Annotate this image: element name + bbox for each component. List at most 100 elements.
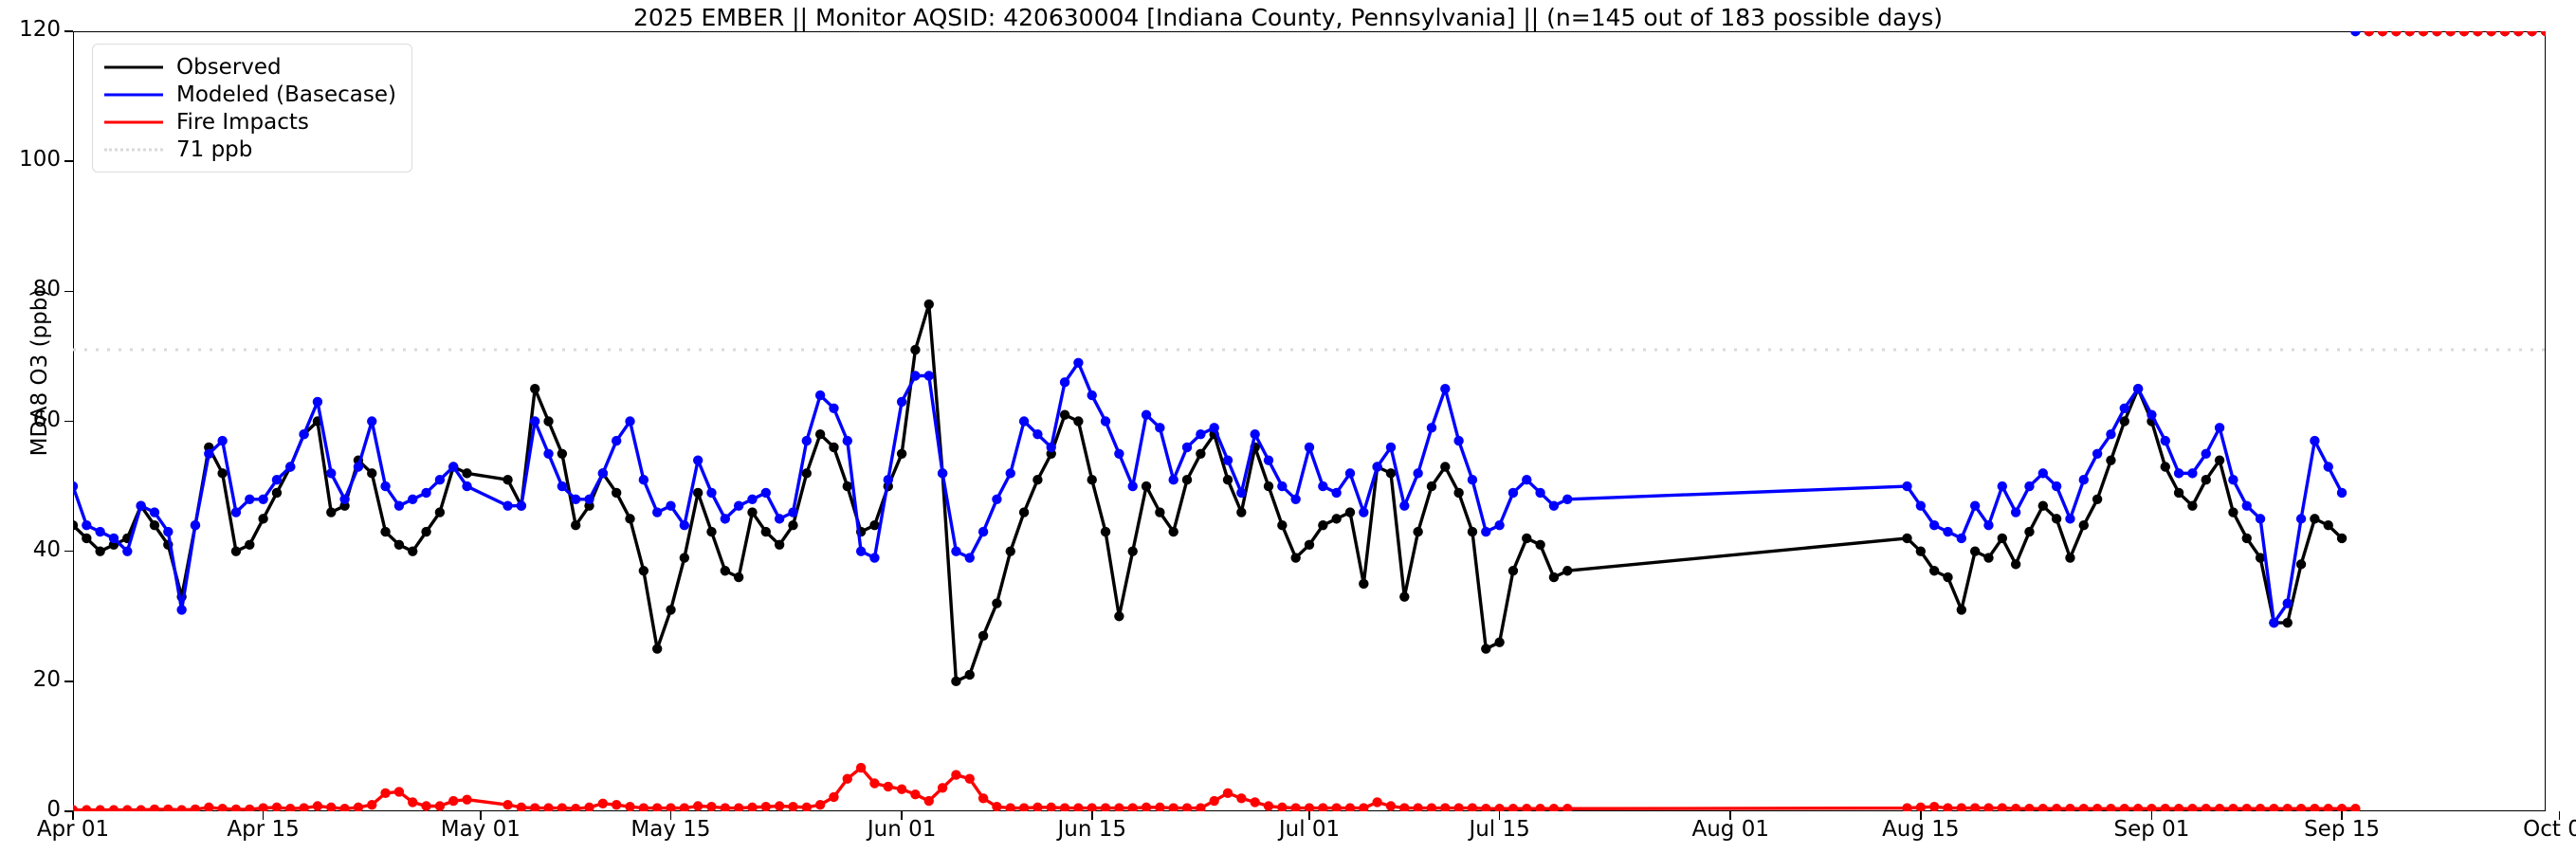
x-axis-tick-label: Apr 01	[36, 817, 110, 842]
data-point	[82, 805, 92, 811]
data-point	[1318, 803, 1328, 811]
data-point	[923, 371, 934, 381]
data-point	[666, 605, 676, 615]
data-point	[883, 781, 893, 792]
data-point	[1032, 802, 1043, 811]
data-point	[2445, 31, 2456, 37]
data-point	[1548, 804, 1560, 811]
data-point	[1548, 572, 1560, 583]
data-point	[2078, 475, 2089, 485]
data-point	[1915, 802, 1927, 811]
data-point	[666, 803, 676, 811]
x-axis-tick-label: Sep 01	[2113, 817, 2190, 842]
data-point	[964, 669, 975, 681]
data-point	[1344, 803, 1356, 811]
data-point	[1562, 804, 1573, 811]
data-point	[393, 787, 405, 797]
data-point	[230, 804, 242, 811]
x-axis-tick-label: Aug 15	[1882, 817, 1960, 842]
data-point	[1494, 804, 1505, 811]
data-point	[760, 802, 772, 811]
data-point	[1127, 546, 1138, 556]
data-point	[2106, 804, 2116, 811]
data-point	[1046, 442, 1056, 453]
x-axis-tick-mark	[901, 811, 903, 820]
data-point	[1087, 390, 1097, 401]
data-point	[1440, 384, 1451, 394]
y-axis-tick-mark	[64, 160, 73, 162]
data-point	[543, 416, 554, 426]
data-point	[462, 468, 472, 479]
data-point	[788, 520, 798, 531]
data-point	[2201, 448, 2211, 459]
data-point	[1494, 520, 1505, 531]
plot-area	[73, 31, 2546, 811]
data-point	[1969, 546, 1981, 556]
data-point	[1331, 803, 1342, 811]
data-point	[1928, 802, 1940, 811]
data-point	[1915, 500, 1927, 511]
data-point	[1426, 423, 1437, 433]
data-point	[747, 802, 758, 811]
data-point	[638, 803, 649, 811]
data-point	[1155, 802, 1165, 811]
chart-legend: Observed Modeled (Basecase) Fire Impacts 71…	[92, 44, 412, 172]
data-point	[2432, 31, 2442, 37]
data-point	[1168, 475, 1178, 485]
data-point	[1087, 803, 1097, 811]
data-point	[1522, 533, 1532, 544]
data-point	[2323, 520, 2333, 531]
data-point	[543, 448, 554, 459]
data-point	[2228, 475, 2238, 485]
data-point	[2065, 514, 2075, 524]
data-point	[2187, 804, 2198, 811]
data-point	[1005, 468, 1015, 479]
data-point	[149, 520, 160, 531]
data-point	[1956, 803, 1967, 811]
data-point	[611, 799, 622, 810]
data-point	[95, 546, 105, 556]
data-point	[1032, 475, 1043, 485]
data-point	[1535, 804, 1545, 811]
data-point	[421, 526, 431, 537]
data-point	[2377, 31, 2388, 37]
data-point	[760, 526, 772, 537]
y-axis-tick-label: 20	[32, 666, 61, 692]
data-point	[829, 791, 839, 803]
data-point	[1100, 416, 1111, 426]
data-point	[883, 475, 893, 485]
data-point	[666, 500, 676, 511]
y-axis-tick-label: 40	[32, 536, 61, 562]
data-point	[2037, 804, 2048, 811]
data-point	[992, 802, 1002, 811]
data-point	[1928, 566, 1940, 576]
x-axis-tick-label: May 01	[440, 817, 521, 842]
data-point	[2037, 468, 2048, 479]
data-point	[1222, 788, 1233, 798]
data-point	[2364, 31, 2374, 37]
data-point	[1277, 481, 1288, 492]
data-point	[1481, 804, 1491, 811]
data-point	[2336, 533, 2348, 544]
data-point	[1928, 520, 1940, 531]
y-axis-tick-mark	[64, 810, 73, 812]
data-point	[1141, 802, 1152, 811]
data-point	[2527, 31, 2537, 37]
data-point	[842, 481, 852, 492]
data-point	[2486, 31, 2496, 37]
data-point	[1168, 803, 1178, 811]
legend-label: Fire Impacts	[176, 109, 309, 135]
data-point	[801, 468, 812, 479]
data-point	[380, 788, 391, 798]
data-point	[408, 797, 418, 808]
data-point	[271, 487, 283, 499]
data-point	[1426, 803, 1437, 811]
data-point	[1385, 468, 1397, 479]
data-point	[1507, 804, 1519, 811]
data-point	[1902, 803, 1912, 811]
data-point	[1073, 803, 1084, 811]
data-point	[869, 778, 880, 789]
data-point	[1127, 803, 1138, 811]
data-point	[571, 804, 581, 811]
data-point	[258, 803, 268, 811]
